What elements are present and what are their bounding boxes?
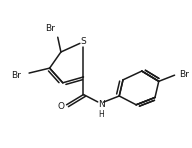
- Text: H: H: [98, 110, 104, 119]
- Text: N: N: [98, 100, 105, 108]
- Text: S: S: [81, 37, 86, 46]
- Text: O: O: [58, 102, 65, 111]
- Text: Br: Br: [180, 70, 189, 78]
- Text: Br: Br: [12, 71, 21, 80]
- Text: Br: Br: [45, 24, 55, 33]
